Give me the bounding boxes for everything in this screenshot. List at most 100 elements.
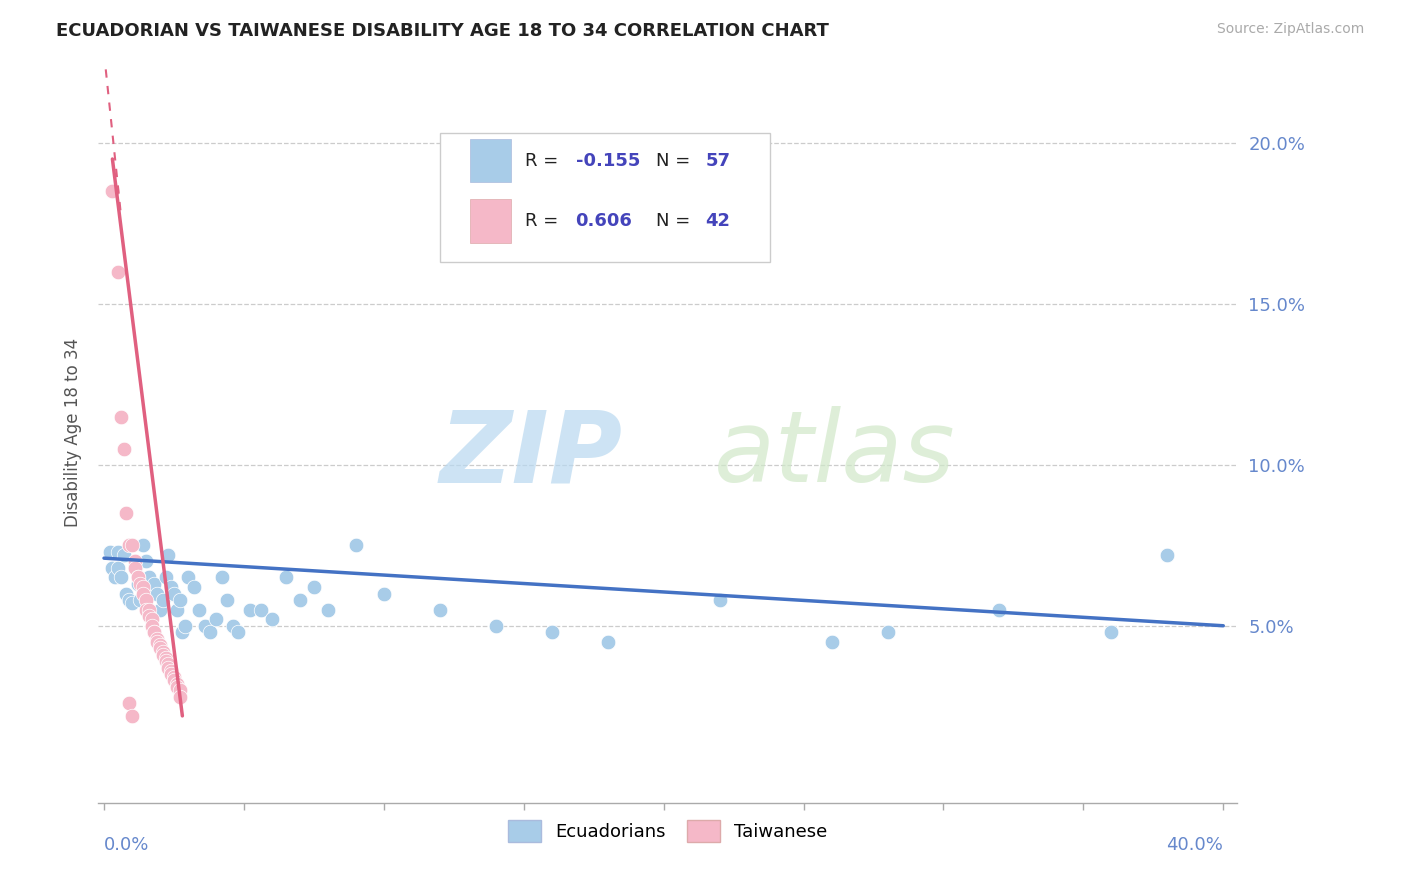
Point bbox=[205, 612, 228, 626]
Point bbox=[820, 635, 842, 649]
Point bbox=[152, 593, 174, 607]
Point bbox=[316, 602, 339, 616]
Point bbox=[98, 545, 121, 559]
Point bbox=[121, 596, 143, 610]
Point bbox=[132, 586, 155, 600]
Point bbox=[132, 538, 155, 552]
Point bbox=[172, 625, 194, 640]
Point bbox=[166, 602, 188, 616]
Point bbox=[112, 548, 135, 562]
Point bbox=[127, 577, 149, 591]
Text: 57: 57 bbox=[706, 152, 731, 169]
Point bbox=[169, 593, 191, 607]
Point bbox=[596, 635, 619, 649]
Point bbox=[188, 602, 211, 616]
Point bbox=[485, 619, 508, 633]
Point bbox=[124, 561, 146, 575]
Text: 40.0%: 40.0% bbox=[1167, 836, 1223, 855]
Point bbox=[118, 538, 141, 552]
Text: N =: N = bbox=[657, 152, 696, 169]
Point bbox=[177, 570, 200, 584]
Point bbox=[152, 648, 174, 662]
Point bbox=[163, 586, 186, 600]
Text: -0.155: -0.155 bbox=[575, 152, 640, 169]
Point bbox=[107, 265, 129, 279]
Point bbox=[138, 570, 160, 584]
Point bbox=[249, 602, 271, 616]
Point bbox=[132, 580, 155, 594]
Point bbox=[118, 593, 141, 607]
Y-axis label: Disability Age 18 to 34: Disability Age 18 to 34 bbox=[63, 338, 82, 527]
Legend: Ecuadorians, Taiwanese: Ecuadorians, Taiwanese bbox=[503, 814, 832, 847]
Text: N =: N = bbox=[657, 212, 696, 230]
Point bbox=[143, 577, 166, 591]
Point bbox=[157, 657, 180, 672]
Point bbox=[127, 570, 149, 584]
Text: ECUADORIAN VS TAIWANESE DISABILITY AGE 18 TO 34 CORRELATION CHART: ECUADORIAN VS TAIWANESE DISABILITY AGE 1… bbox=[56, 22, 830, 40]
Point bbox=[121, 538, 143, 552]
Point bbox=[174, 619, 197, 633]
Text: 0.0%: 0.0% bbox=[104, 836, 149, 855]
Point bbox=[709, 593, 731, 607]
Point bbox=[344, 538, 367, 552]
Point bbox=[274, 570, 297, 584]
Point bbox=[155, 654, 177, 668]
Point bbox=[211, 570, 233, 584]
Text: ZIP: ZIP bbox=[439, 407, 623, 503]
FancyBboxPatch shape bbox=[470, 138, 510, 182]
Point bbox=[155, 651, 177, 665]
Text: 0.606: 0.606 bbox=[575, 212, 633, 230]
Point bbox=[169, 690, 191, 704]
FancyBboxPatch shape bbox=[440, 133, 770, 262]
Point bbox=[149, 602, 172, 616]
Point bbox=[127, 570, 149, 584]
Point bbox=[160, 667, 183, 681]
Point bbox=[163, 673, 186, 688]
Text: atlas: atlas bbox=[713, 407, 955, 503]
Point bbox=[115, 586, 138, 600]
Point bbox=[149, 641, 172, 656]
Point bbox=[149, 638, 172, 652]
Point bbox=[101, 561, 124, 575]
Point bbox=[112, 442, 135, 456]
Point bbox=[163, 670, 186, 684]
Point bbox=[146, 586, 169, 600]
Point bbox=[110, 570, 132, 584]
Point bbox=[1156, 548, 1178, 562]
Point bbox=[157, 548, 180, 562]
Point bbox=[110, 409, 132, 424]
Point bbox=[107, 561, 129, 575]
Point bbox=[228, 625, 250, 640]
Point bbox=[135, 554, 157, 568]
Point bbox=[138, 609, 160, 624]
Point bbox=[141, 580, 163, 594]
Point bbox=[101, 184, 124, 198]
Text: 42: 42 bbox=[706, 212, 731, 230]
FancyBboxPatch shape bbox=[470, 200, 510, 244]
Point bbox=[121, 709, 143, 723]
Point bbox=[141, 619, 163, 633]
Point bbox=[217, 593, 239, 607]
Point bbox=[135, 593, 157, 607]
Point bbox=[1099, 625, 1122, 640]
Point bbox=[107, 545, 129, 559]
Point bbox=[988, 602, 1011, 616]
Point bbox=[146, 635, 169, 649]
Point bbox=[194, 619, 217, 633]
Point bbox=[104, 570, 127, 584]
Point bbox=[302, 580, 325, 594]
Point bbox=[115, 506, 138, 520]
Point bbox=[135, 602, 157, 616]
Point bbox=[124, 561, 146, 575]
Point bbox=[260, 612, 283, 626]
Point bbox=[876, 625, 898, 640]
Point bbox=[288, 593, 311, 607]
Point bbox=[129, 593, 152, 607]
Point bbox=[160, 664, 183, 678]
Point bbox=[146, 632, 169, 646]
Point bbox=[540, 625, 562, 640]
Point bbox=[183, 580, 205, 594]
Point bbox=[373, 586, 395, 600]
Point bbox=[157, 660, 180, 674]
Point bbox=[155, 570, 177, 584]
